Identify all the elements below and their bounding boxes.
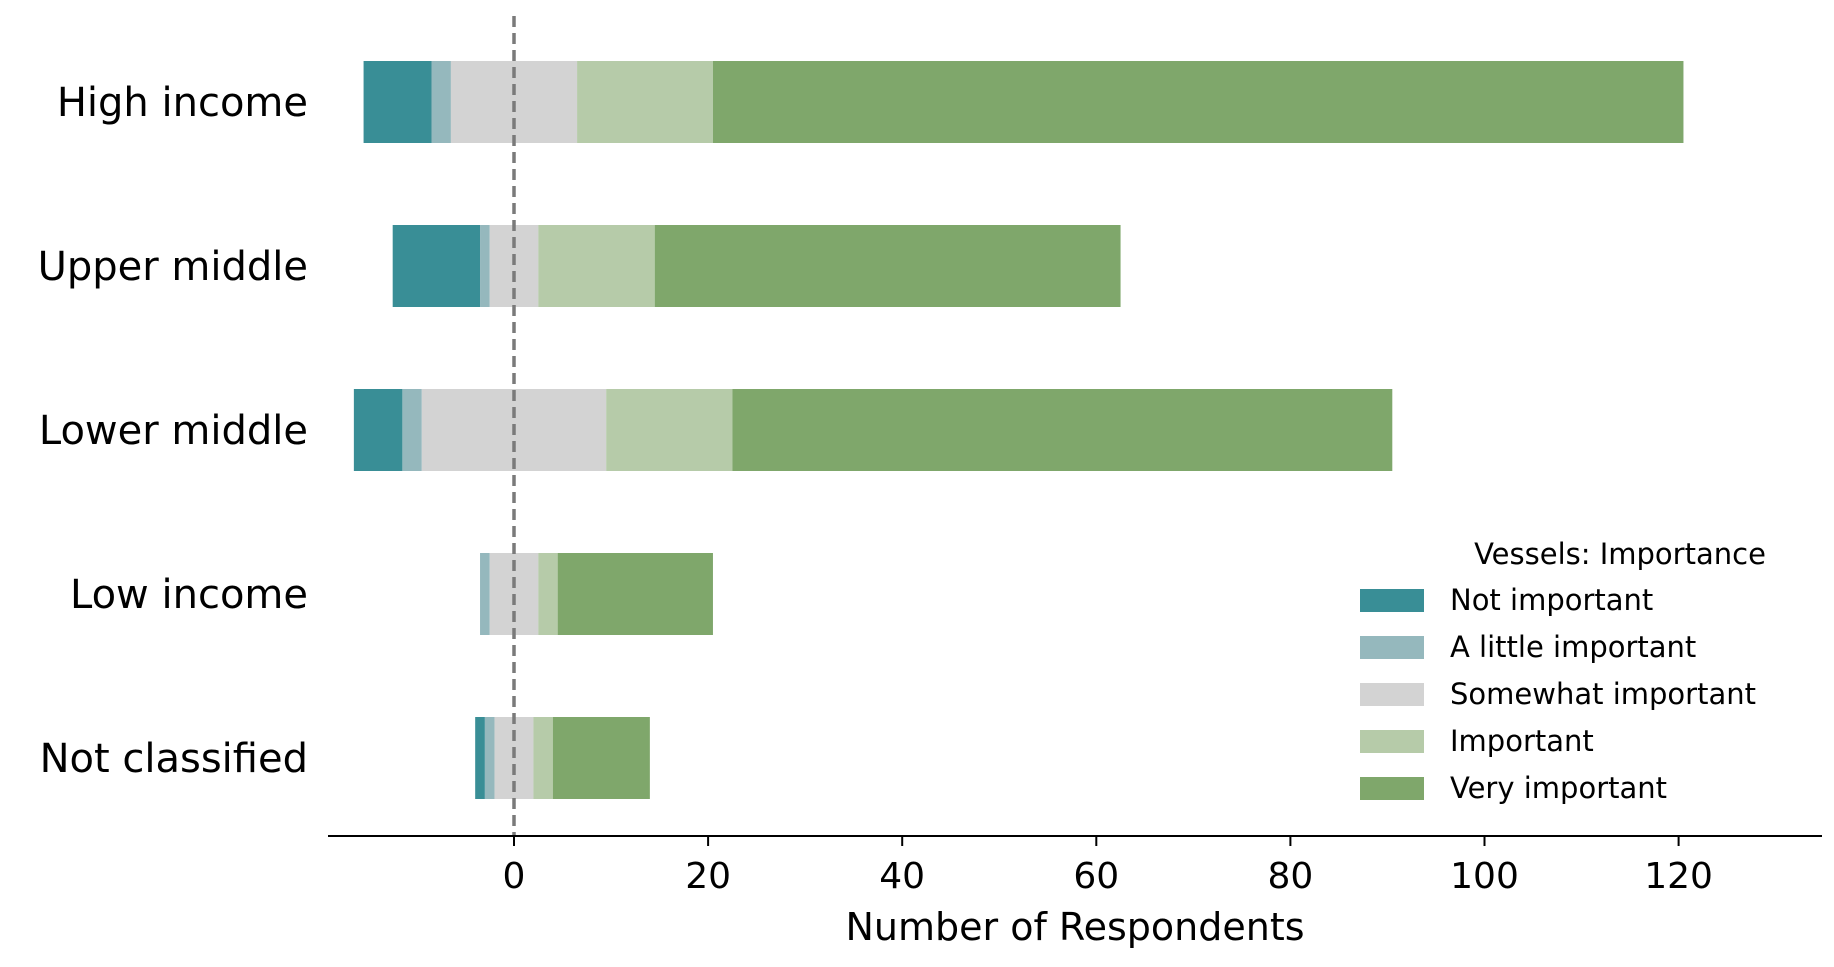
- y-tick-label-not-classified: Not classified: [40, 736, 308, 782]
- bar-upper-middle-important: [538, 225, 655, 307]
- x-axis-label: Number of Respondents: [845, 905, 1304, 949]
- legend-label-very-important: Very important: [1450, 771, 1667, 805]
- x-ticks: 0 20 40 60 80 100 120: [503, 836, 1713, 897]
- x-tick-label-60: 60: [1073, 856, 1119, 897]
- y-tick-label-high-income: High income: [57, 80, 308, 126]
- bar-upper-middle-very-important: [654, 225, 1121, 307]
- legend-label-somewhat-important: Somewhat important: [1450, 677, 1756, 711]
- bar-lower-middle-a-little-important: [402, 389, 422, 471]
- bar-lower-middle-very-important: [732, 389, 1393, 471]
- bar-low-income-important: [538, 553, 558, 635]
- bar-not-classified-not-important: [475, 717, 485, 799]
- bar-high-income-a-little-important: [431, 61, 451, 143]
- y-tick-label-lower-middle: Lower middle: [39, 408, 308, 454]
- bar-not-classified-important: [533, 717, 553, 799]
- bar-lower-middle-not-important: [353, 389, 403, 471]
- y-tick-label-upper-middle: Upper middle: [38, 244, 308, 290]
- x-tick-label-100: 100: [1450, 856, 1519, 897]
- legend-label-not-important: Not important: [1450, 583, 1653, 617]
- x-tick-label-120: 120: [1644, 856, 1713, 897]
- bars-layer: [353, 61, 1684, 799]
- y-tick-label-low-income: Low income: [70, 572, 308, 618]
- legend-swatch-somewhat-important: [1360, 683, 1424, 706]
- legend-label-a-little-important: A little important: [1450, 630, 1696, 664]
- legend-label-important: Important: [1450, 724, 1594, 758]
- x-tick-label-40: 40: [879, 856, 925, 897]
- x-tick-label-0: 0: [503, 856, 526, 897]
- bar-low-income-a-little-important: [480, 553, 490, 635]
- bar-high-income-very-important: [712, 61, 1684, 143]
- x-tick-label-20: 20: [685, 856, 731, 897]
- legend-swatch-very-important: [1360, 777, 1424, 800]
- bar-low-income-very-important: [557, 553, 713, 635]
- legend-swatch-important: [1360, 730, 1424, 753]
- legend-swatch-a-little-important: [1360, 636, 1424, 659]
- legend-items: Not important A little important Somewhat …: [1360, 583, 1756, 805]
- legend-swatch-not-important: [1360, 589, 1424, 612]
- bar-not-classified-a-little-important: [484, 717, 495, 799]
- x-tick-label-80: 80: [1267, 856, 1313, 897]
- bar-upper-middle-not-important: [392, 225, 481, 307]
- bar-high-income-not-important: [363, 61, 432, 143]
- y-tick-labels: High income Upper middle Lower middle Low i…: [38, 80, 308, 782]
- legend: Vessels: Importance Not important A littl…: [1360, 537, 1766, 805]
- bar-lower-middle-important: [606, 389, 733, 471]
- bar-high-income-important: [577, 61, 713, 143]
- bar-not-classified-very-important: [552, 717, 650, 799]
- bar-upper-middle-a-little-important: [480, 225, 490, 307]
- legend-title: Vessels: Importance: [1474, 537, 1766, 571]
